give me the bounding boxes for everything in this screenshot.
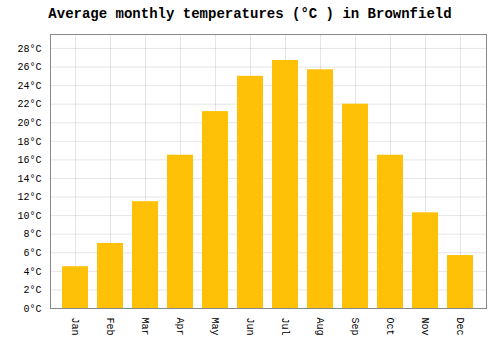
svg-text:Sep: Sep [349, 318, 360, 336]
svg-text:May: May [209, 318, 220, 336]
svg-text:Apr: Apr [174, 318, 185, 336]
svg-text:Nov: Nov [419, 318, 430, 336]
svg-text:4°C: 4°C [23, 267, 41, 278]
svg-text:26°C: 26°C [17, 62, 41, 73]
svg-text:Oct: Oct [384, 318, 395, 336]
svg-text:12°C: 12°C [17, 192, 41, 203]
html-text:Average monthly temperatures (: Average monthly temperatures (°C ) in Br… [48, 6, 452, 22]
svg-text:8°C: 8°C [23, 229, 41, 240]
svg-text:10°C: 10°C [17, 211, 41, 222]
svg-text:Jan: Jan [69, 318, 80, 336]
svg-text:20°C: 20°C [17, 118, 41, 129]
svg-text:14°C: 14°C [17, 174, 41, 185]
svg-text:18°C: 18°C [17, 137, 41, 148]
svg-text:Mar: Mar [139, 318, 150, 336]
svg-text:24°C: 24°C [17, 81, 41, 92]
svg-text:16°C: 16°C [17, 155, 41, 166]
svg-text:Dec: Dec [454, 318, 465, 336]
svg-text:0°C: 0°C [23, 304, 41, 315]
svg-text:Jul: Jul [279, 318, 290, 336]
svg-text:Feb: Feb [104, 318, 115, 336]
svg-text:6°C: 6°C [23, 248, 41, 259]
svg-text:Jun: Jun [244, 318, 255, 336]
svg-text:Aug: Aug [314, 318, 325, 336]
svg-text:2°C: 2°C [23, 285, 41, 296]
svg-text:22°C: 22°C [17, 99, 41, 110]
svg-text:28°C: 28°C [17, 44, 41, 55]
